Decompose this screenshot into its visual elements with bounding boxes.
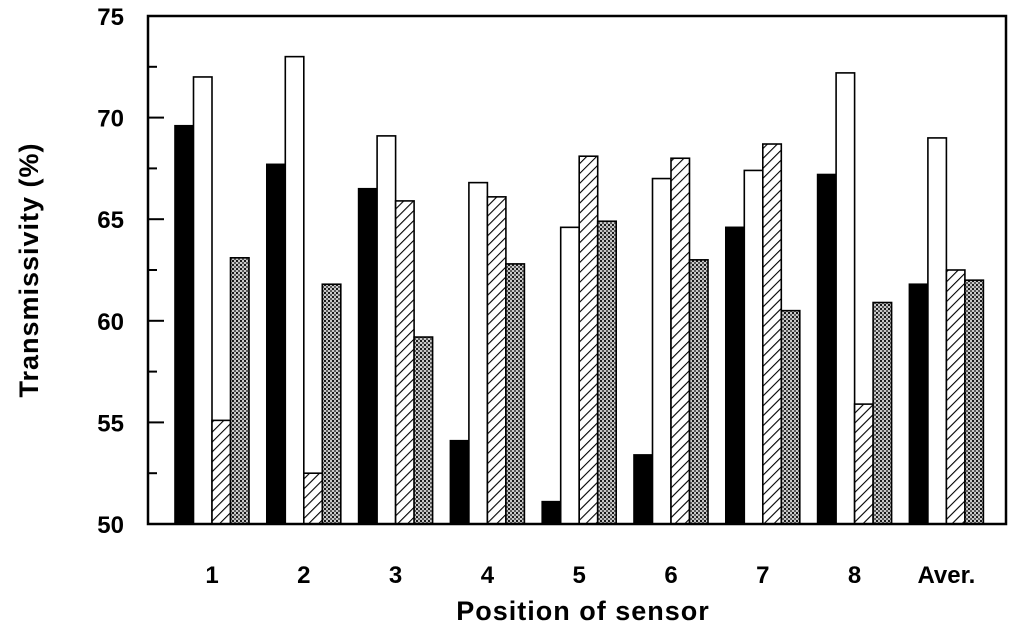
bar-solid-black-2 (357, 187, 378, 525)
bar-solid-black-0 (174, 124, 195, 525)
bar-white-3 (468, 181, 489, 525)
bar-diagonal-hatch-1 (302, 472, 324, 525)
x-tick-label: 3 (389, 562, 402, 589)
x-tick-label: 7 (756, 562, 769, 589)
bar-diagonal-hatch-4 (578, 155, 599, 525)
bar-crosshatch-dots-3 (505, 263, 526, 525)
bar-white-6 (743, 169, 764, 525)
bar-solid-black-8 (908, 283, 929, 525)
bar-diagonal-hatch-2 (394, 200, 415, 525)
bar-crosshatch-dots-5 (688, 259, 709, 525)
bar-crosshatch-dots-0 (229, 257, 250, 525)
bar-diagonal-hatch-0 (211, 419, 232, 525)
x-axis-title: Position of sensor (456, 596, 710, 626)
bar-diagonal-hatch-3 (486, 196, 507, 525)
y-tick-label: 75 (97, 4, 124, 31)
bar-white-5 (651, 177, 672, 525)
x-tick-label: 1 (205, 562, 218, 589)
bar-solid-black-1 (265, 163, 287, 525)
y-tick-label: 60 (97, 309, 124, 336)
y-tick-label: 50 (97, 512, 124, 539)
bar-white-0 (192, 76, 213, 525)
bar-white-1 (284, 55, 305, 525)
bar-solid-black-4 (541, 500, 562, 525)
bars-layer (174, 55, 985, 525)
x-tick-label: 6 (664, 562, 677, 589)
y-axis: 50 55 60 65 70 75 (97, 4, 164, 539)
bar-white-2 (376, 135, 397, 525)
bar-solid-black-5 (633, 454, 654, 525)
x-tick-label: 2 (297, 562, 310, 589)
bar-diagonal-hatch-5 (670, 157, 691, 525)
bar-crosshatch-dots-1 (321, 283, 342, 525)
y-tick-label: 65 (97, 207, 124, 234)
bar-white-8 (927, 137, 948, 525)
x-tick-label: 8 (848, 562, 861, 589)
bar-diagonal-hatch-6 (761, 143, 783, 525)
bar-crosshatch-dots-8 (964, 279, 985, 525)
y-axis-title: Transmissivity (%) (14, 142, 44, 397)
bar-solid-black-7 (816, 173, 837, 525)
y-tick-label: 55 (97, 410, 124, 437)
bar-crosshatch-dots-2 (413, 336, 434, 525)
bar-diagonal-hatch-7 (853, 403, 874, 525)
bar-white-4 (559, 226, 581, 525)
bar-crosshatch-dots-6 (780, 309, 801, 525)
x-tick-label: 4 (481, 562, 495, 589)
y-tick-label: 70 (97, 106, 124, 133)
bar-white-7 (835, 72, 856, 525)
bar-diagonal-hatch-8 (945, 269, 966, 525)
bar-crosshatch-dots-7 (872, 301, 893, 525)
bar-crosshatch-dots-4 (596, 220, 618, 525)
x-axis: 1 2 3 4 5 6 7 8 Aver. (205, 562, 975, 589)
bar-solid-black-3 (449, 439, 470, 525)
x-tick-label: 5 (573, 562, 586, 589)
x-tick-label: Aver. (917, 562, 975, 589)
bar-solid-black-6 (724, 226, 746, 525)
